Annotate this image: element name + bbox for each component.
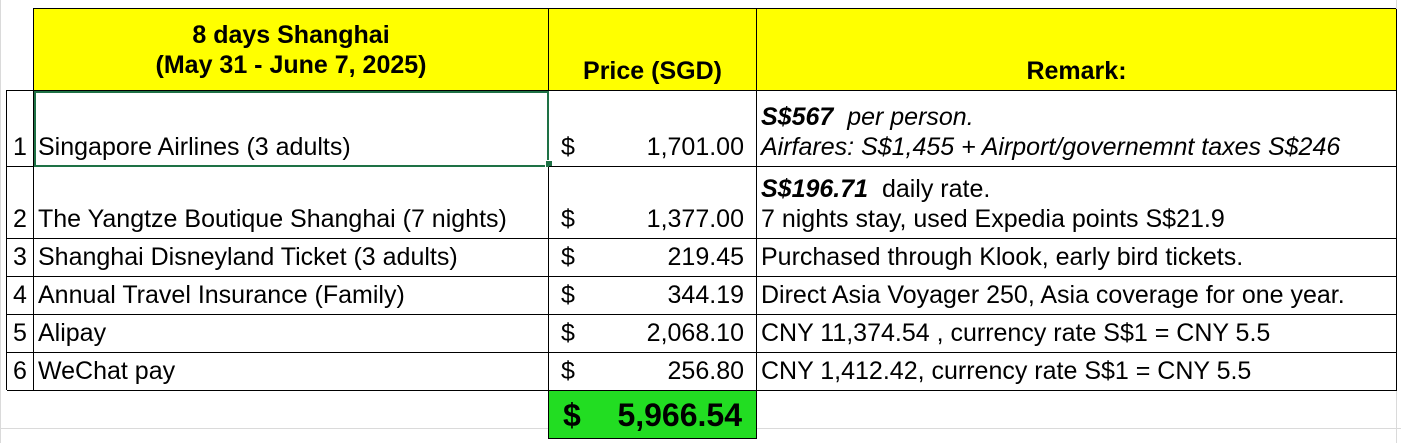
total-left-border (548, 391, 549, 439)
price-header-label: Price (SGD) (583, 57, 722, 85)
price-cell[interactable]: $ 1,701.00 (549, 91, 757, 167)
remark-text: 7 nights stay, used Expedia points S$21.… (761, 205, 1225, 233)
currency-symbol: $ (561, 133, 575, 161)
row-number: 1 (13, 133, 27, 161)
item-cell[interactable]: WeChat pay (34, 353, 549, 391)
price-value: 219.45 (667, 243, 744, 271)
row-number-cell[interactable]: 4 (7, 277, 34, 315)
price-value: 1,377.00 (646, 205, 744, 233)
item-cell[interactable]: Alipay (34, 315, 549, 353)
item-label: WeChat pay (38, 357, 176, 385)
currency-symbol: $ (561, 281, 575, 309)
total-value: 5,966.54 (617, 396, 742, 433)
remark-text: per person. (833, 103, 974, 131)
rows-top-border (6, 90, 34, 91)
item-cell[interactable]: The Yangtze Boutique Shanghai (7 nights) (34, 167, 549, 239)
row-number: 4 (13, 281, 27, 309)
table-top-border (33, 8, 1396, 9)
currency-symbol: $ (561, 205, 575, 233)
row-number-cell[interactable]: 5 (7, 315, 34, 353)
price-header-cell[interactable]: Price (SGD) (549, 9, 757, 91)
row-number: 6 (13, 357, 27, 385)
remark-cell[interactable]: CNY 11,374.54 , currency rate S$1 = CNY … (757, 315, 1397, 353)
rows-left-border (6, 90, 7, 390)
remark-cell[interactable]: CNY 1,412.42, currency rate S$1 = CNY 5.… (757, 353, 1397, 391)
fill-handle[interactable] (545, 160, 553, 168)
item-cell[interactable]: Annual Travel Insurance (Family) (34, 277, 549, 315)
remark-cell[interactable]: S$567 per person. Airfares: S$1,455 + Ai… (757, 91, 1397, 167)
price-cell[interactable]: $ 1,377.00 (549, 167, 757, 239)
item-label: Alipay (38, 319, 107, 347)
remark-text: daily rate. (868, 175, 991, 203)
item-label: Shanghai Disneyland Ticket (3 adults) (38, 243, 458, 271)
price-cell[interactable]: $ 256.80 (549, 353, 757, 391)
gridline (0, 0, 1, 443)
remark-text: Direct Asia Voyager 250, Asia coverage f… (761, 281, 1345, 309)
remark-text: Airfares: S$1,455 + Airport/governemnt t… (761, 133, 1341, 161)
title-line-1: 8 days Shanghai (192, 20, 390, 49)
remark-cell[interactable]: S$196.71 daily rate. 7 nights stay, used… (757, 167, 1397, 239)
remark-header-label: Remark: (1026, 57, 1127, 85)
header-left-border (33, 8, 34, 90)
remark-cell[interactable]: Direct Asia Voyager 250, Asia coverage f… (757, 277, 1397, 315)
row-number-cell[interactable]: 6 (7, 353, 34, 391)
item-label: Singapore Airlines (3 adults) (38, 133, 351, 161)
total-cell[interactable]: $ 5,966.54 (549, 391, 757, 439)
row-number: 3 (13, 243, 27, 271)
currency-symbol: $ (561, 243, 575, 271)
remark-cell[interactable]: Purchased through Klook, early bird tick… (757, 239, 1397, 277)
total-currency-symbol: $ (563, 396, 581, 433)
row-number: 5 (13, 319, 27, 347)
price-value: 256.80 (667, 357, 744, 385)
title-header-cell[interactable]: 8 days Shanghai (May 31 - June 7, 2025) (34, 9, 549, 91)
remark-highlight: S$196.71 (761, 175, 869, 203)
price-value: 344.19 (667, 281, 744, 309)
price-cell[interactable]: $ 219.45 (549, 239, 757, 277)
remark-highlight: S$567 (761, 103, 834, 131)
row-number: 2 (13, 205, 27, 233)
remark-text: CNY 1,412.42, currency rate S$1 = CNY 5.… (761, 357, 1252, 385)
price-cell[interactable]: $ 2,068.10 (549, 315, 757, 353)
row-number-cell[interactable]: 1 (7, 91, 34, 167)
price-cell[interactable]: $ 344.19 (549, 277, 757, 315)
price-value: 1,701.00 (646, 133, 744, 161)
currency-symbol: $ (561, 357, 575, 385)
row-number-cell[interactable]: 3 (7, 239, 34, 277)
remark-text: CNY 11,374.54 , currency rate S$1 = CNY … (761, 319, 1271, 347)
remark-header-cell[interactable]: Remark: (757, 9, 1397, 91)
row-number-cell[interactable]: 2 (7, 167, 34, 239)
currency-symbol: $ (561, 319, 575, 347)
item-label: The Yangtze Boutique Shanghai (7 nights) (38, 205, 507, 233)
item-cell[interactable]: Singapore Airlines (3 adults) (34, 91, 549, 167)
item-cell[interactable]: Shanghai Disneyland Ticket (3 adults) (34, 239, 549, 277)
title-line-2: (May 31 - June 7, 2025) (155, 50, 427, 79)
price-value: 2,068.10 (646, 319, 744, 347)
item-label: Annual Travel Insurance (Family) (38, 281, 405, 309)
remark-text: Purchased through Klook, early bird tick… (761, 243, 1244, 271)
